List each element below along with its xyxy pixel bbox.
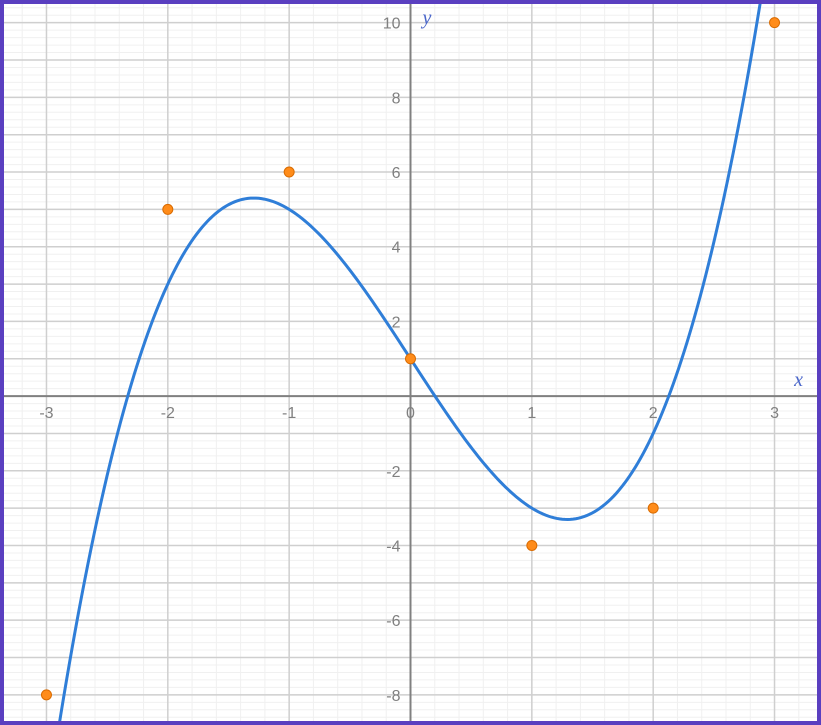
data-point: [41, 690, 51, 700]
x-tick-label: -3: [39, 405, 53, 422]
y-tick-label: 8: [392, 90, 401, 107]
chart-frame: -3 -2 -1 0 1 2 3 -8 -6 -4 -2 2 4 6 8 10 x y: [0, 0, 821, 725]
x-tick-label: -1: [282, 405, 296, 422]
data-point: [406, 354, 416, 364]
y-tick-label: 2: [392, 314, 401, 331]
y-tick-label: -8: [386, 688, 400, 705]
y-tick-label: 6: [392, 165, 401, 182]
data-point: [527, 540, 537, 550]
x-tick-label: 1: [527, 405, 536, 422]
data-point: [163, 204, 173, 214]
x-tick-label: 3: [770, 405, 779, 422]
x-axis-label: x: [793, 369, 803, 391]
y-tick-label: -6: [386, 613, 400, 630]
y-tick-label: -4: [386, 538, 400, 555]
y-axis-label: y: [421, 7, 432, 29]
y-tick-label: 10: [383, 16, 401, 33]
y-tick-label: -2: [386, 464, 400, 481]
cubic-plot-svg: -3 -2 -1 0 1 2 3 -8 -6 -4 -2 2 4 6 8 10 x y: [4, 4, 817, 721]
x-tick-label: 2: [649, 405, 658, 422]
data-point: [648, 503, 658, 513]
data-point: [284, 167, 294, 177]
y-tick-label: 4: [392, 240, 401, 257]
x-tick-label: -2: [161, 405, 175, 422]
x-tick-label: 0: [406, 405, 415, 422]
data-point: [770, 18, 780, 28]
